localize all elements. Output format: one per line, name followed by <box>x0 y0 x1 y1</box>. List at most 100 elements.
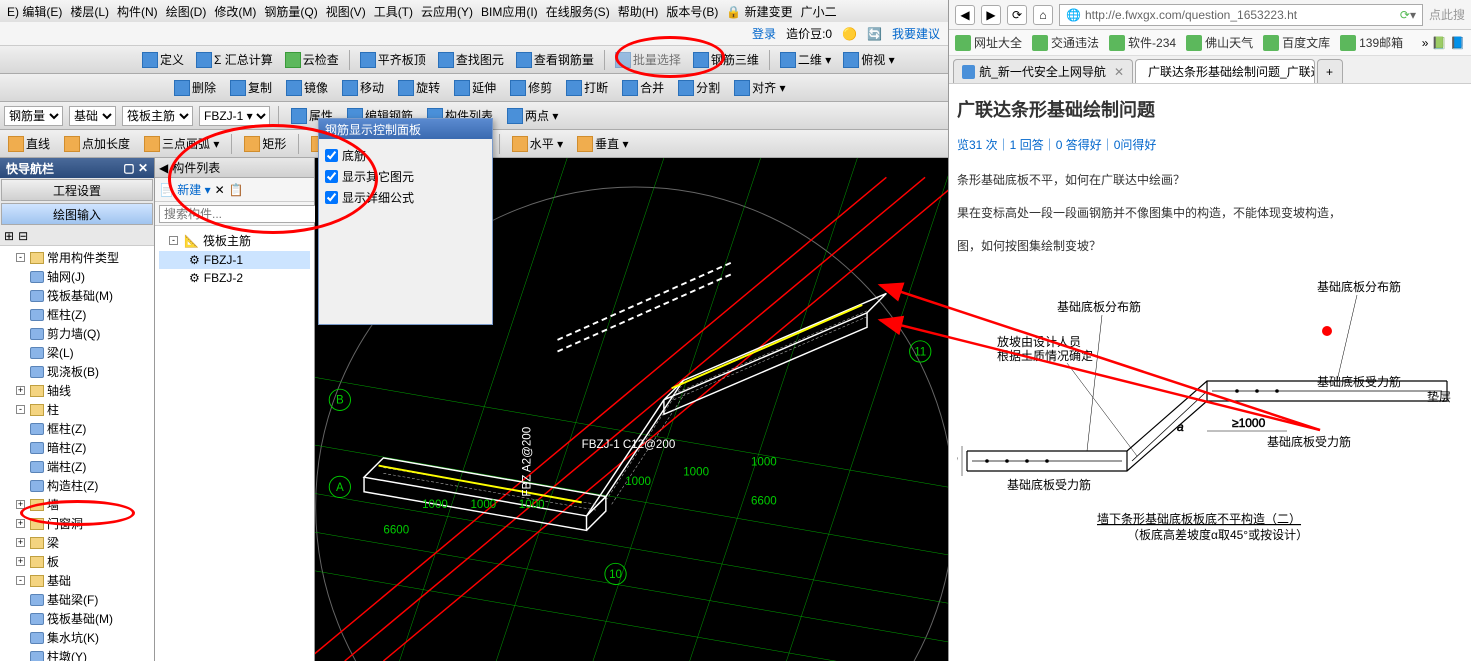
menu-item[interactable]: 版本号(B) <box>663 1 721 22</box>
toolbar-button[interactable]: 两点 ▾ <box>503 105 562 126</box>
login-link[interactable]: 登录 <box>752 25 776 42</box>
tree-node[interactable]: 剪力墙(Q) <box>2 324 152 343</box>
menu-item[interactable]: 修改(M) <box>211 1 259 22</box>
toolbar-button[interactable]: 矩形 <box>240 133 290 154</box>
tree-node[interactable]: +轴线 <box>2 381 152 400</box>
menu-item[interactable]: 广小二 <box>798 1 840 22</box>
checkbox-row[interactable]: 显示其它图元 <box>325 166 486 187</box>
toolbar-button[interactable]: 平齐板顶 <box>356 49 430 70</box>
tree-expand-all-icon[interactable]: ⊞ <box>4 229 14 243</box>
menu-item[interactable]: 视图(V) <box>323 1 369 22</box>
tree-node[interactable]: -常用构件类型 <box>2 248 152 267</box>
browser-tab[interactable]: 广联达条形基础绘制问题_广联达 ✕ <box>1135 59 1315 83</box>
tree-node[interactable]: +门窗洞 <box>2 514 152 533</box>
menu-item[interactable]: BIM应用(I) <box>478 1 541 22</box>
menu-item[interactable]: 绘图(D) <box>163 1 210 22</box>
search-placeholder[interactable]: 点此搜 <box>1429 6 1465 23</box>
toolbar-button[interactable]: 分割 <box>674 77 724 98</box>
copy-icon[interactable]: 📋 <box>229 183 244 197</box>
tree-item[interactable]: ⚙ FBZJ-2 <box>159 269 310 287</box>
menu-item[interactable]: 帮助(H) <box>615 1 662 22</box>
menu-item[interactable]: 钢筋量(Q) <box>261 1 320 22</box>
tree-node[interactable]: +梁 <box>2 533 152 552</box>
url-bar[interactable]: 🌐 http://e.fwxgx.com/question_1653223.ht… <box>1059 4 1423 26</box>
toolbar-button[interactable]: Σ 汇总计算 <box>192 49 277 70</box>
menu-item[interactable]: 构件(N) <box>114 1 161 22</box>
tree-node[interactable]: 框柱(Z) <box>2 419 152 438</box>
tree-item[interactable]: ⚙ FBZJ-1 <box>159 251 310 269</box>
toolbar-button[interactable]: 镜像 <box>282 77 332 98</box>
toolbar-button[interactable]: 修剪 <box>506 77 556 98</box>
toolbar-button[interactable]: 查看钢筋量 <box>512 49 598 70</box>
new-component-button[interactable]: 📄 新建 ▾ <box>159 181 211 198</box>
tree-node[interactable]: 柱墩(Y) <box>2 647 152 661</box>
toolbar-button[interactable]: 查找图元 <box>434 49 508 70</box>
bookmark-item[interactable]: 交通违法 <box>1032 34 1099 51</box>
tree-root[interactable]: -📐 筏板主筋 <box>159 230 310 251</box>
tree-node[interactable]: +墙 <box>2 495 152 514</box>
tree-node[interactable]: +板 <box>2 552 152 571</box>
suggest-link[interactable]: 我要建议 <box>892 25 940 42</box>
tree-collapse-all-icon[interactable]: ⊟ <box>18 229 28 243</box>
toolbar-button[interactable]: 点加长度 <box>60 133 134 154</box>
tree-node[interactable]: 集水坑(K) <box>2 628 152 647</box>
bookmark-item[interactable]: 139邮箱 <box>1340 34 1403 51</box>
menu-item[interactable]: E) 编辑(E) <box>4 1 65 22</box>
tree-node[interactable]: 端柱(Z) <box>2 457 152 476</box>
menu-item[interactable]: 云应用(Y) <box>418 1 476 22</box>
tree-node[interactable]: 筏板基础(M) <box>2 286 152 305</box>
tree-node[interactable]: 框柱(Z) <box>2 305 152 324</box>
toolbar-button[interactable]: 打断 <box>562 77 612 98</box>
toolbar-button[interactable]: 俯视 ▾ <box>839 49 898 70</box>
refresh-icon[interactable]: 🔄 <box>867 27 882 41</box>
checkbox-row[interactable]: 底筋 <box>325 145 486 166</box>
tree-node[interactable]: 轴网(J) <box>2 267 152 286</box>
delete-icon[interactable]: ✕ <box>215 183 225 197</box>
layer-combo[interactable]: FBZJ-1 ▾ <box>199 106 270 126</box>
toolbar-button[interactable]: 水平 ▾ <box>508 133 567 154</box>
toolbar-button[interactable]: 直线 <box>4 133 54 154</box>
toolbar-button[interactable]: 旋转 <box>394 77 444 98</box>
new-tab-button[interactable]: + <box>1317 59 1343 83</box>
checkbox-row[interactable]: 显示详细公式 <box>325 187 486 208</box>
tree-node[interactable]: 现浇板(B) <box>2 362 152 381</box>
menu-item[interactable]: 在线服务(S) <box>543 1 613 22</box>
bookmark-item[interactable]: 网址大全 <box>955 34 1022 51</box>
toolbar-button[interactable]: 移动 <box>338 77 388 98</box>
tree-node[interactable]: -基础 <box>2 571 152 590</box>
more-icon[interactable]: » 📗 📘 <box>1422 36 1465 50</box>
toolbar-button[interactable]: 定义 <box>138 49 188 70</box>
bookmark-item[interactable]: 软件-234 <box>1109 34 1176 51</box>
browser-tab[interactable]: 航_新一代安全上网导航 ✕ <box>953 59 1133 83</box>
toolbar-button[interactable]: 复制 <box>226 77 276 98</box>
menu-item[interactable]: 楼层(L) <box>67 1 112 22</box>
toolbar-button[interactable]: 批量选择 <box>611 49 685 70</box>
toolbar-button[interactable]: 对齐 ▾ <box>730 77 789 98</box>
search-input[interactable] <box>159 205 324 223</box>
toolbar-button[interactable]: 合并 <box>618 77 668 98</box>
home-button[interactable]: ⌂ <box>1033 5 1053 25</box>
nav-tab-draw[interactable]: 绘图输入 <box>1 203 153 225</box>
menu-item[interactable]: 工具(T) <box>371 1 416 22</box>
tree-node[interactable]: 构造柱(Z) <box>2 476 152 495</box>
tree-node[interactable]: -柱 <box>2 400 152 419</box>
reload-button[interactable]: ⟳ <box>1007 5 1027 25</box>
toolbar-button[interactable]: 云检查 <box>281 49 343 70</box>
bookmark-item[interactable]: 百度文库 <box>1263 34 1330 51</box>
layer-combo[interactable]: 基础 <box>69 106 116 126</box>
back-button[interactable]: ◀ <box>955 5 975 25</box>
tree-node[interactable]: 基础梁(F) <box>2 590 152 609</box>
tree-node[interactable]: 暗柱(Z) <box>2 438 152 457</box>
nav-tab-settings[interactable]: 工程设置 <box>1 179 153 201</box>
toolbar-button[interactable]: 删除 <box>170 77 220 98</box>
tree-node[interactable]: 筏板基础(M) <box>2 609 152 628</box>
menu-item[interactable]: 🔒 新建变更 <box>723 1 795 22</box>
toolbar-button[interactable]: 三点画弧 ▾ <box>140 133 223 154</box>
toolbar-button[interactable]: 二维 ▾ <box>776 49 835 70</box>
toolbar-button[interactable]: 钢筋三维 <box>689 49 763 70</box>
tree-node[interactable]: 梁(L) <box>2 343 152 362</box>
forward-button[interactable]: ▶ <box>981 5 1001 25</box>
bookmark-item[interactable]: 佛山天气 <box>1186 34 1253 51</box>
toolbar-button[interactable]: 延伸 <box>450 77 500 98</box>
layer-combo[interactable]: 钢筋量 <box>4 106 63 126</box>
